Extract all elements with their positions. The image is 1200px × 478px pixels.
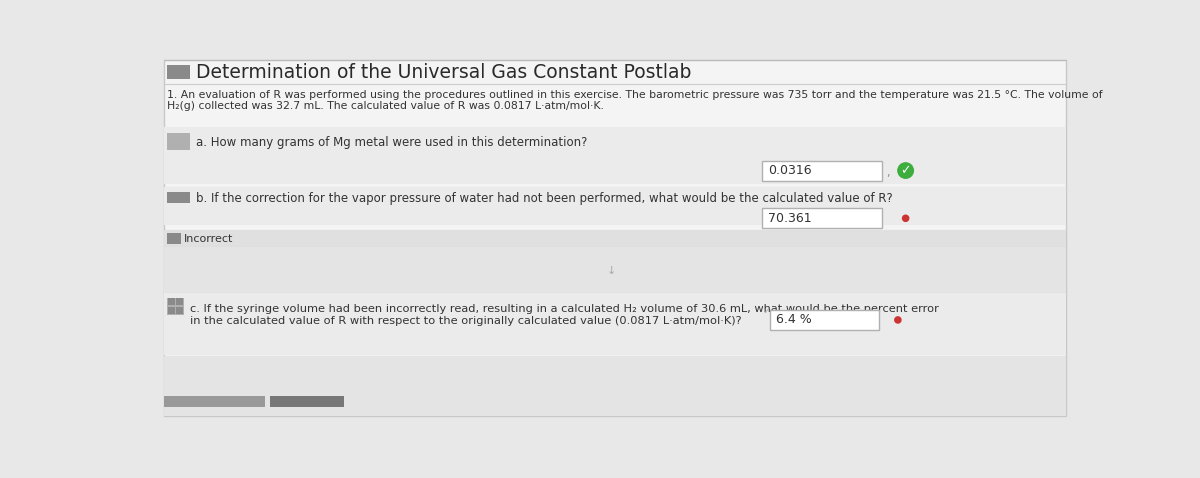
Bar [168,307,175,314]
Bar [164,396,265,407]
Bar [164,230,1066,247]
Bar [167,65,191,79]
Text: Incorrect: Incorrect [184,234,234,244]
Text: Determination of the Universal Gas Constant Postlab: Determination of the Universal Gas Const… [197,63,692,82]
Text: ✓: ✓ [762,306,770,316]
Bar [168,298,175,305]
Bar [164,247,1066,293]
Bar [167,192,191,203]
FancyBboxPatch shape [770,310,878,330]
Text: ↓: ↓ [607,266,617,276]
FancyBboxPatch shape [164,60,1066,416]
Bar [176,298,184,305]
Text: c. If the syringe volume had been incorrectly read, resulting in a calculated H₂: c. If the syringe volume had been incorr… [191,304,940,314]
Bar [164,127,1066,185]
Text: ,: , [887,168,889,178]
Bar [164,356,1066,416]
Text: ✓: ✓ [900,164,911,177]
Text: 0.0316: 0.0316 [768,164,812,177]
Text: H₂(g) collected was 32.7 mL. The calculated value of R was 0.0817 L·atm/mol·K.: H₂(g) collected was 32.7 mL. The calcula… [167,101,604,111]
Text: 1. An evaluation of R was performed using the procedures outlined in this exerci: 1. An evaluation of R was performed usin… [167,90,1103,100]
Bar [167,133,191,150]
Bar [176,307,184,314]
Text: a. How many grams of Mg metal were used in this determination?: a. How many grams of Mg metal were used … [197,136,588,149]
Bar [167,233,181,244]
Bar [270,396,343,407]
Circle shape [902,215,908,221]
Text: b. If the correction for the vapor pressure of water had not been performed, wha: b. If the correction for the vapor press… [197,192,893,205]
Bar [164,187,1066,225]
Text: 70.361: 70.361 [768,212,812,225]
Text: 6.4 %: 6.4 % [776,314,812,326]
Circle shape [898,163,913,178]
Bar [167,298,184,315]
Circle shape [895,317,901,323]
FancyBboxPatch shape [762,161,882,181]
Bar [164,293,1066,355]
Text: in the calculated value of R with respect to the originally calculated value (0.: in the calculated value of R with respec… [191,316,742,326]
FancyBboxPatch shape [762,208,882,228]
